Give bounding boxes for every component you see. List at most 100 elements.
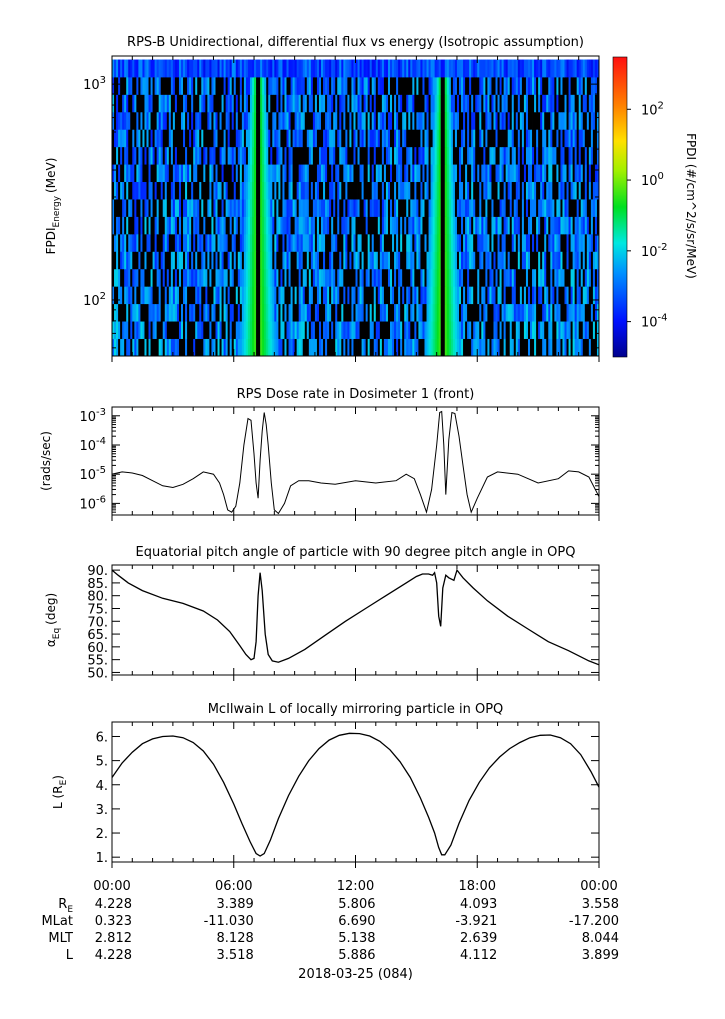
spectrogram-cell (258, 164, 261, 183)
spectrogram-cell (485, 286, 488, 305)
spectrogram-cell (396, 251, 399, 270)
spectrogram-cell (396, 146, 399, 165)
spectrogram-cell (422, 94, 425, 113)
spectrogram-cell (124, 286, 127, 305)
spectrogram-cell (521, 94, 525, 113)
spectrogram-cell (217, 321, 220, 339)
spectrogram-cell (237, 59, 241, 78)
pitch-angle-y-ticks: 50.55.60.65.70.75.80.85.90. (87, 564, 599, 681)
spectrogram-cell (351, 216, 354, 235)
spectrogram-cell (353, 251, 356, 270)
spectrogram-cell (314, 164, 318, 183)
spectrogram-cell (473, 303, 476, 322)
spectrogram-cell (396, 303, 399, 322)
spectrogram-cell (542, 76, 545, 95)
spectrogram-cell (158, 338, 162, 356)
spectrogram-cell (592, 111, 596, 130)
spectrogram-cell (422, 59, 425, 78)
spectrogram-cell (548, 268, 551, 287)
spectrogram-cell (274, 146, 277, 165)
spectrogram-cell (268, 199, 271, 217)
spectrogram-cell (542, 59, 545, 78)
spectrogram-cell (160, 164, 164, 183)
spectrogram-cell (256, 321, 259, 339)
spectrogram-cell (292, 268, 296, 287)
spectrogram-cell (588, 199, 592, 217)
spectrogram-cell (461, 251, 464, 270)
spectrogram-cell (345, 303, 348, 322)
spectrogram-cell (424, 321, 427, 339)
spectrogram-cell (408, 76, 411, 95)
spectrogram-cell (197, 181, 200, 200)
spectrogram-cell (521, 59, 525, 78)
spectrogram-cell (458, 268, 462, 287)
spectrogram-cell (302, 321, 306, 339)
spectrogram-cell (343, 181, 346, 200)
spectrogram-cell (162, 76, 166, 95)
spectrogram-cell (343, 338, 346, 356)
spectrogram-cell (381, 76, 385, 95)
spectrogram-cell (286, 233, 289, 252)
spectrogram-cell (276, 268, 279, 287)
spectrogram-cell (588, 286, 592, 305)
spectrogram-cell (434, 338, 438, 356)
spectrogram-cell (430, 146, 434, 165)
mcilwain-l-x-ticks (111, 722, 600, 868)
spectrogram-cell (193, 76, 196, 95)
spectrogram-cell (507, 303, 511, 322)
spectrogram-cell (180, 181, 184, 200)
spectrogram-x-ticks (111, 56, 600, 362)
spectrogram-cell (245, 164, 249, 183)
spectrogram-cell (493, 164, 496, 183)
spectrogram-cell (554, 251, 557, 270)
spectrogram-cell (318, 164, 322, 183)
spectrogram-cell (398, 181, 401, 200)
spectrogram-cell (548, 233, 551, 252)
spectrogram-cell (258, 286, 261, 305)
spectrogram-cell (156, 268, 160, 287)
spectrogram-cell (355, 199, 358, 217)
spectrogram-cell (578, 59, 582, 78)
spectrogram-cell (353, 199, 356, 217)
spectrogram-cell (304, 233, 308, 252)
spectrogram-cell (588, 338, 592, 356)
spectrogram-cell (199, 268, 202, 287)
spectrogram-cell (544, 286, 547, 305)
spectrogram-cell (432, 199, 436, 217)
spectrogram-cell (282, 76, 285, 95)
spectrogram-cell (327, 338, 330, 356)
spectrogram-cell (321, 321, 324, 339)
spectrogram-cell (294, 181, 298, 200)
spectrogram-cell (136, 303, 139, 322)
spectrogram-cell (501, 164, 505, 183)
spectrogram-cell (112, 59, 115, 78)
spectrogram-cell (438, 59, 442, 78)
spectrogram-cell (211, 59, 214, 78)
spectrogram-cell (231, 59, 235, 78)
spectrogram-cell (523, 286, 527, 305)
spectrogram-cell (323, 216, 326, 235)
spectrogram-cell (523, 199, 527, 217)
spectrogram-cell (363, 268, 367, 287)
spectrogram-cell (594, 199, 598, 217)
pitch-angle-y-tick-label: 85. (87, 577, 108, 592)
spectrogram-cell (158, 94, 162, 113)
spectrogram-cell (140, 146, 143, 165)
spectrogram-cell (363, 233, 367, 252)
spectrogram-cell (481, 286, 484, 305)
spectrogram-cell (412, 94, 415, 113)
spectrogram-cell (270, 76, 273, 95)
spectrogram-cell (493, 321, 496, 339)
spectrogram-cell (572, 76, 576, 95)
spectrogram-cell (203, 338, 206, 356)
spectrogram-cell (452, 94, 456, 113)
spectrogram-cell (406, 286, 409, 305)
spectrogram-cell (268, 59, 271, 78)
spectrogram-cell (509, 146, 513, 165)
spectrogram-cell (582, 59, 586, 78)
spectrogram-cell (566, 199, 569, 217)
spectrogram-cell (274, 199, 277, 217)
spectrogram-cell (594, 111, 598, 130)
spectrogram-cell (544, 199, 547, 217)
spectrogram-cell (201, 338, 204, 356)
